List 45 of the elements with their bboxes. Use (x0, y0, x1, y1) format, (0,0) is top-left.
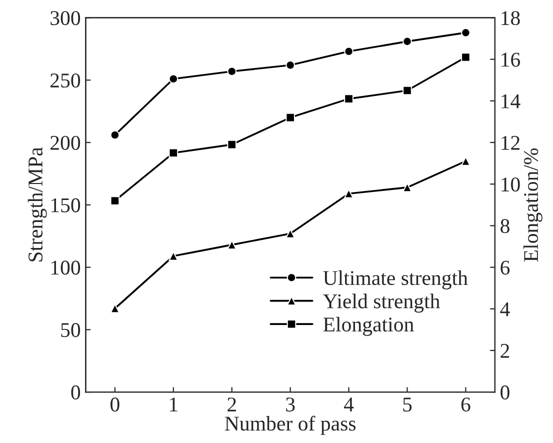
point (227, 66, 237, 76)
point (461, 52, 470, 62)
point (168, 74, 178, 84)
y-tick-label: 0 (71, 385, 80, 400)
legend-label: Ultimate strength (323, 270, 468, 290)
point (286, 60, 296, 70)
y2-tick-label: 10 (502, 177, 520, 192)
y2-tick-label: 16 (502, 52, 520, 67)
y2-tick-label: 2 (500, 344, 510, 358)
x-tick-label: 0 (110, 398, 120, 412)
point (168, 148, 178, 158)
legend-label: Elongation (323, 316, 414, 336)
y-tick-label: 300 (50, 11, 80, 26)
point (286, 112, 296, 122)
point (344, 46, 354, 56)
point (344, 94, 354, 104)
y2-tick-label: 18 (502, 11, 520, 26)
x-tick-label: 4 (344, 398, 354, 412)
point (110, 130, 120, 140)
x-tick-label: 3 (286, 398, 295, 412)
y2-tick-label: 0 (500, 385, 510, 400)
x-tick-label: 6 (461, 398, 470, 412)
point (461, 28, 470, 38)
y-tick-label: 200 (50, 136, 80, 150)
y2-tick-label: 14 (502, 94, 520, 108)
y2-axis-title: Elongation/% (523, 148, 542, 262)
y-tick-label: 250 (50, 73, 80, 88)
point (227, 140, 237, 150)
y-tick-label: 100 (51, 260, 80, 275)
y-tick-label: 50 (61, 323, 80, 338)
x-tick-label: 5 (403, 398, 412, 412)
point (110, 196, 120, 206)
y-tick-label: 150 (51, 198, 80, 212)
y2-tick-label: 6 (500, 260, 510, 275)
y2-tick-label: 4 (500, 302, 510, 316)
y-axis-title: Strength/MPa (28, 147, 47, 262)
point (402, 86, 412, 96)
y2-tick-label: 12 (502, 136, 520, 150)
legend-label: Yield strength (323, 294, 440, 313)
point (227, 240, 237, 250)
y2-tick-label: 8 (500, 219, 510, 234)
point (402, 36, 412, 46)
x-tick-label: 1 (170, 398, 178, 412)
x-axis-title: Number of pass (224, 416, 356, 435)
x-tick-label: 2 (228, 398, 236, 412)
